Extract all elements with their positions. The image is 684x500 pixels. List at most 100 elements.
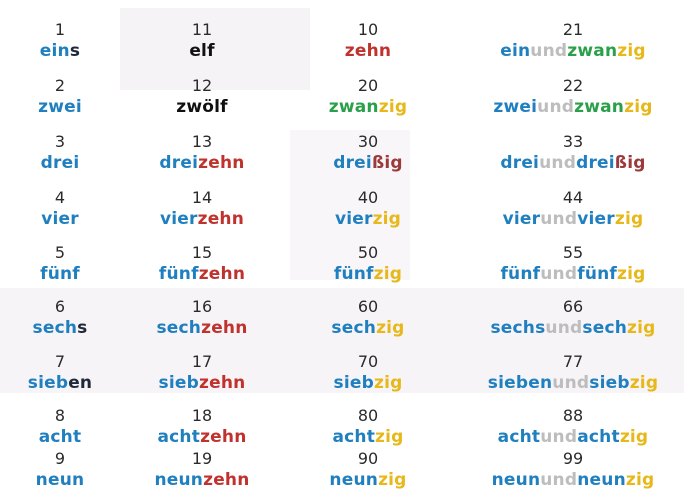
number-cell: 12 zwölf [102,76,302,118]
number-digit: 90 [357,449,379,468]
word-part: zig [617,41,646,61]
number-word: achtzig [268,426,468,448]
number-cell: 17 siebzehn [102,352,302,394]
word-part: zehn [198,153,245,173]
number-word: dreißig [268,152,468,174]
number-digit: 40 [357,188,379,207]
number-cell: 5 fünf [0,243,160,285]
number-word: fünfundfünfzig [473,263,673,285]
number-word: neunundneunzig [473,469,673,491]
number-cell: 33 dreiunddreißig [473,132,673,174]
word-part: zwan [328,97,379,117]
number-word: fünfzig [268,263,468,285]
number-digit: 88 [562,406,584,425]
number-cell: 90 neunzig [268,449,468,491]
background-shade [120,8,310,90]
word-part: zig [629,373,659,393]
word-part: drei [159,153,199,173]
number-cell: 9 neun [0,449,160,491]
word-part: drei [333,153,372,173]
word-part: fünf [500,264,541,284]
word-part: acht [38,427,82,447]
word-part: zig [624,97,653,117]
word-part: zig [373,264,403,284]
word-part: vier [41,209,79,229]
number-digit: 8 [54,406,66,425]
word-part: zehn [197,209,245,229]
word-part: zig [378,470,407,490]
number-word: zehn [268,40,468,62]
number-word: zweiundzwanzig [473,96,673,118]
number-word: acht [0,426,160,448]
number-cell: 44 vierundvierzig [473,188,673,230]
number-cell: 16 sechzehn [102,297,302,339]
word-part: zig [614,209,644,229]
number-word: achtzehn [102,426,302,448]
number-cell: 3 drei [0,132,160,174]
word-part: acht [332,427,376,447]
number-cell: 8 acht [0,406,160,448]
number-word: sechs [0,317,160,339]
number-cell: 55 fünfundfünfzig [473,243,673,285]
number-word: drei [0,152,160,174]
number-word: vier [0,208,160,230]
number-word: fünfzehn [102,263,302,285]
word-part: zehn [200,427,247,447]
word-part: sieb [27,373,69,393]
number-word: siebenundsiebzig [473,372,673,394]
number-cell: 20 zwanzig [268,76,468,118]
number-digit: 2 [54,76,66,95]
word-part: und [540,427,578,447]
number-cell: 80 achtzig [268,406,468,448]
number-word: siebzig [268,372,468,394]
number-digit: 30 [357,132,379,151]
word-part: zig [376,318,405,338]
word-part: zwan [574,97,625,117]
number-word: siebzehn [102,372,302,394]
word-part: ßig [371,153,403,173]
number-digit: 1 [54,20,66,39]
word-part: sieb [158,373,199,393]
word-part: fünf [40,264,80,284]
word-part: sechs [490,318,546,338]
number-cell: 70 siebzig [268,352,468,394]
word-part: und [539,153,577,173]
word-part: acht [157,427,201,447]
background-shade [290,130,410,280]
number-cell: 21 einundzwanzig [473,20,673,62]
number-word: vierzehn [102,208,302,230]
word-part: zwan [567,41,618,61]
word-part: und [530,41,568,61]
word-part: zehn [198,264,246,284]
number-digit: 60 [357,297,379,316]
number-cell: 15 fünfzehn [102,243,302,285]
word-part: sech [32,318,78,338]
number-word: dreiunddreißig [473,152,673,174]
number-cell: 99 neunundneunzig [473,449,673,491]
number-cell: 4 vier [0,188,160,230]
word-part: drei [40,153,80,173]
number-word: neun [0,469,160,491]
number-digit: 66 [562,297,584,316]
number-word: zwanzig [268,96,468,118]
number-digit: 14 [191,188,213,207]
word-part: und [552,373,590,393]
number-word: sechzehn [102,317,302,339]
word-part: fünf [577,264,618,284]
number-digit: 55 [562,243,584,262]
word-part: neun [154,470,204,490]
word-part: ein [500,41,531,61]
word-part: neun [329,470,379,490]
word-part: und [540,264,578,284]
word-part: neun [577,470,626,490]
word-part: und [540,470,578,490]
number-digit: 5 [54,243,66,262]
word-part: sech [331,318,377,338]
number-digit: 20 [357,76,379,95]
number-cell: 22 zweiundzwanzig [473,76,673,118]
word-part: sieben [487,373,553,393]
word-part: vier [577,209,615,229]
number-word: neunzehn [102,469,302,491]
number-digit: 3 [54,132,66,151]
background-shade [0,288,684,393]
